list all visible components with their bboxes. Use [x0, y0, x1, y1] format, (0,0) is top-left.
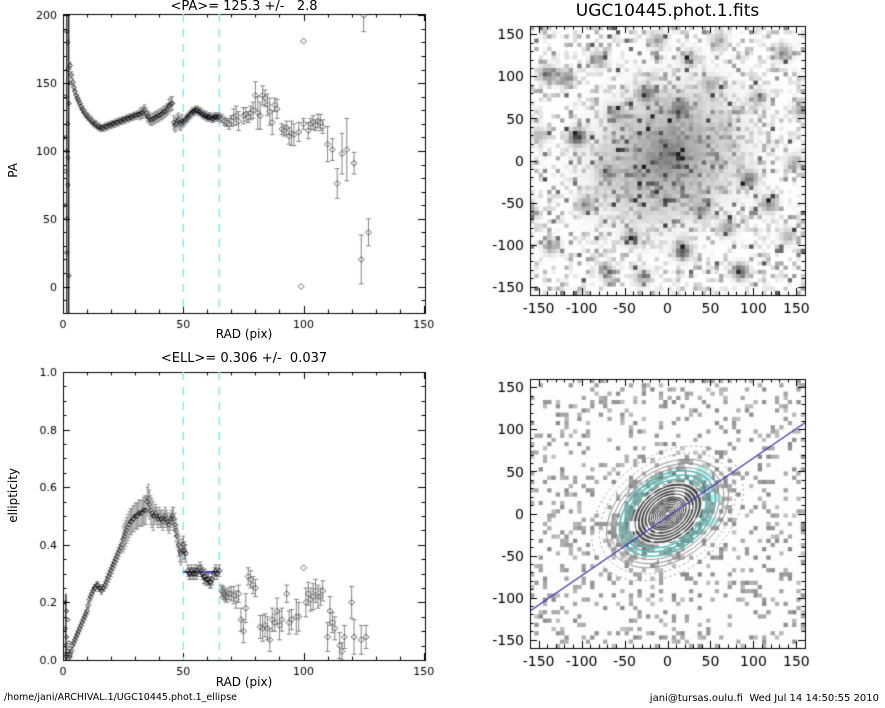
ellipticity-plot-canvas [0, 354, 442, 708]
file-path-footer: /home/jani/ARCHIVAL.1/UGC10445.phot.1_el… [4, 692, 237, 703]
ellipticity-plot-title: <ELL>= 0.306 +/- 0.037 [160, 351, 328, 366]
pa-xaxis-label: RAD (pix) [215, 327, 273, 341]
ellipticity-yaxis-label: ellipticity [6, 468, 20, 523]
pa-plot-title: <PA>= 125.3 +/- 2.8 [170, 0, 318, 14]
pa-plot-canvas [0, 0, 442, 354]
pa-yaxis-label: PA [6, 163, 20, 178]
isophote-image-canvas [442, 354, 885, 708]
user-timestamp-footer: jani@tursas.oulu.fi Wed Jul 14 14:50:55 … [649, 693, 879, 704]
ellipticity-xaxis-label: RAD (pix) [215, 675, 273, 689]
galaxy-image-canvas [442, 0, 885, 354]
fits-image-title: UGC10445.phot.1.fits [575, 1, 760, 21]
